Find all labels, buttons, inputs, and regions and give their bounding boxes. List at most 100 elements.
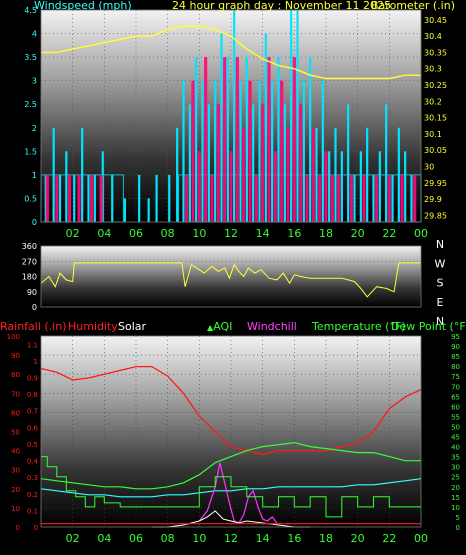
y-right-tick-label: 30.05 (424, 146, 447, 155)
wind-bar (404, 151, 407, 222)
wind-bar (65, 151, 68, 222)
humidity-tick-label: 10 (11, 505, 20, 513)
wind-bar (214, 80, 217, 223)
wind-bar (340, 151, 343, 222)
gust-bar (45, 174, 49, 222)
direction-tick-label: 180 (22, 273, 37, 282)
gust-bar (261, 104, 265, 222)
y-left-tick-label: 2.5 (24, 100, 37, 109)
x-tick-label: 06 (129, 532, 143, 545)
header-windspeed-label: Windspeed (mph) (34, 0, 132, 12)
x-tick-label: 08 (161, 532, 175, 545)
wind-bar (147, 198, 150, 222)
temp-tick-label: 20 (451, 484, 460, 492)
rain-tick-label: 1.1 (27, 341, 38, 349)
wind-bar (391, 174, 394, 222)
rain-tick-label: 1 (34, 358, 38, 366)
x-tick-label: 16 (287, 532, 301, 545)
y-left-tick-label: 0.5 (24, 194, 37, 203)
x-tick-label: 00 (414, 532, 428, 545)
wind-bar (233, 10, 236, 222)
temp-tick-label: 40 (451, 444, 460, 452)
wind-bar (271, 80, 274, 223)
x-tick-label: 16 (287, 227, 301, 240)
humidity-tick-label: 80 (11, 371, 20, 379)
humidity-tick-label: 60 (11, 409, 20, 417)
rain-tick-label: 0.1 (27, 507, 38, 515)
humidity-tick-label: 70 (11, 390, 20, 398)
wind-bar (207, 104, 210, 222)
gust-bar (349, 174, 353, 222)
wind-bar (182, 80, 185, 223)
gust-bar (400, 174, 404, 222)
wind-bar (239, 80, 242, 223)
wind-bar (258, 80, 261, 223)
y-right-tick-label: 30.3 (424, 65, 442, 74)
gust-bar (254, 174, 258, 222)
gust-bar (248, 80, 252, 223)
wind-bar (93, 174, 96, 222)
gust-bar (55, 174, 59, 222)
rain-tick-label: 0.3 (27, 474, 38, 482)
gust-bar (267, 57, 271, 222)
wind-bar (245, 57, 248, 222)
gust-bar (299, 104, 303, 222)
x-tick-label: 08 (161, 227, 175, 240)
wind-bar (385, 104, 388, 222)
legend-aqi-text: AQI (213, 320, 233, 333)
temp-tick-label: 80 (451, 363, 460, 371)
wind-bar (123, 198, 127, 222)
y-left-tick-label: 4 (32, 30, 37, 39)
wind-bar (410, 174, 413, 222)
legend-rainfall: Rainfall (.in) (0, 320, 67, 333)
y-right-tick-label: 30.2 (424, 97, 442, 106)
wind-bar (252, 104, 255, 222)
header-date-label: 24 hour graph day : November 11 2025 (172, 0, 392, 12)
temp-tick-label: 45 (451, 434, 460, 442)
y-left-tick-label: 4.5 (24, 6, 37, 15)
compass-label: S (437, 277, 444, 290)
compass-label: E (437, 296, 444, 309)
temp-tick-label: 65 (451, 393, 460, 401)
y-left-tick-label: 1 (32, 171, 37, 180)
wind-bar (220, 33, 223, 222)
gust-bar (223, 57, 227, 222)
gust-bar (77, 174, 81, 222)
x-tick-label: 18 (319, 532, 333, 545)
panel-frame (40, 335, 422, 528)
direction-tick-label: 90 (27, 288, 37, 297)
gust-bar (90, 174, 94, 222)
y-right-tick-label: 29.85 (424, 211, 447, 220)
panel-frame (40, 9, 422, 223)
temp-tick-label: 70 (451, 383, 460, 391)
solar-line (151, 510, 311, 528)
wind-bar (58, 174, 62, 222)
panel-frame (40, 245, 422, 308)
x-tick-label: 12 (224, 532, 238, 545)
aqi-line (41, 456, 421, 518)
temp-tick-label: 30 (451, 464, 460, 472)
gust-bar (362, 174, 366, 222)
barometer-line (41, 25, 421, 80)
gust-bar (413, 174, 417, 222)
temp-tick-label: 55 (451, 413, 460, 421)
temp-tick-label: 90 (451, 343, 460, 351)
gust-bar (210, 174, 214, 222)
temp-tick-label: 0 (456, 524, 460, 532)
wind-bar (73, 174, 76, 222)
humidity-tick-label: 40 (11, 448, 20, 456)
gust-bar (311, 127, 315, 222)
gust-bar (67, 174, 72, 222)
x-tick-label: 02 (66, 227, 80, 240)
x-tick-label: 14 (256, 227, 270, 240)
y-right-tick-label: 30 (424, 163, 434, 172)
temp-tick-label: 10 (451, 504, 460, 512)
gust-bar (191, 80, 195, 223)
gust-bar (337, 174, 341, 222)
temp-tick-label: 50 (451, 423, 460, 431)
y-right-tick-label: 29.9 (424, 195, 442, 204)
y-right-tick-label: 30.35 (424, 48, 447, 57)
temp-tick-label: 25 (451, 474, 460, 482)
